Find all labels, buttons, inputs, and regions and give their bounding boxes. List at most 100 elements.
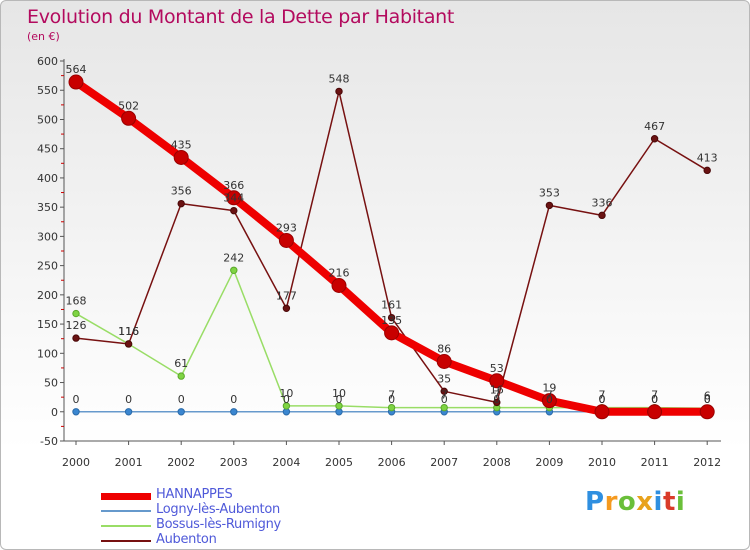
logo-letter: i <box>653 487 663 517</box>
x-tick-label: 2001 <box>115 456 143 469</box>
logo-letter: o <box>617 487 637 517</box>
x-tick-label: 2011 <box>641 456 669 469</box>
data-label-logny-l-s-aubenton: 0 <box>546 393 553 406</box>
point-aubenton <box>230 206 238 215</box>
x-tick-label: 2004 <box>272 456 300 469</box>
chart-unit: (en €) <box>27 30 60 43</box>
proxiti-logo: Proxiti <box>585 487 685 517</box>
logo-letter: x <box>636 487 654 517</box>
y-tick-label: 250 <box>37 260 58 273</box>
data-label-aubenton: 35 <box>437 372 451 385</box>
data-label-hannappes: 435 <box>171 138 192 151</box>
data-label-hannappes: 0 <box>704 393 711 406</box>
data-label-bossus-l-s-rumigny: 6 <box>704 389 711 402</box>
point-hannappes <box>226 190 242 206</box>
x-tick-label: 2002 <box>167 456 195 469</box>
y-tick-label: 500 <box>37 113 58 126</box>
data-label-bossus-l-s-rumigny: 7 <box>651 389 658 402</box>
legend-item-logny-l-s-aubenton: Logny-lès-Aubenton <box>101 502 341 518</box>
data-label-aubenton: 16 <box>490 383 504 396</box>
x-tick-label: 2005 <box>325 456 353 469</box>
data-label-bossus-l-s-rumigny: 242 <box>223 251 244 264</box>
point-aubenton <box>72 334 80 342</box>
x-tick-label: 2003 <box>220 456 248 469</box>
point-aubenton <box>440 387 448 396</box>
data-label-logny-l-s-aubenton: 0 <box>493 393 500 406</box>
y-tick-label: 550 <box>37 84 58 97</box>
legend-label: HANNAPPES <box>156 487 233 502</box>
data-label-aubenton: 336 <box>592 196 613 209</box>
point-hannappes <box>278 232 294 248</box>
data-label-hannappes: 0 <box>599 393 606 406</box>
data-label-aubenton: 467 <box>644 120 665 133</box>
data-label-hannappes: 0 <box>651 393 658 406</box>
point-bossus-l-s-rumigny <box>177 372 185 380</box>
point-logny-l-s-aubenton <box>72 408 80 416</box>
y-tick-label: 400 <box>37 172 58 185</box>
point-bossus-l-s-rumigny <box>282 402 291 410</box>
point-bossus-l-s-rumigny <box>440 403 448 412</box>
point-hannappes <box>68 74 84 90</box>
point-aubenton <box>493 398 501 407</box>
point-hannappes <box>489 373 505 389</box>
data-label-logny-l-s-aubenton: 0 <box>178 393 185 406</box>
data-label-hannappes: 293 <box>276 221 297 234</box>
data-label-logny-l-s-aubenton: 0 <box>599 393 606 406</box>
legend-swatch <box>101 510 151 512</box>
chart-title: Evolution du Montant de la Dette par Hab… <box>27 6 455 28</box>
x-tick-label: 2010 <box>588 456 616 469</box>
data-label-logny-l-s-aubenton: 0 <box>230 393 237 406</box>
y-tick-label: 300 <box>37 230 58 243</box>
point-aubenton <box>335 87 343 96</box>
data-label-bossus-l-s-rumigny: 10 <box>279 387 293 400</box>
point-hannappes <box>699 404 715 420</box>
y-tick-label: 50 <box>44 377 58 390</box>
point-aubenton <box>650 135 659 143</box>
x-tick-label: 2012 <box>693 456 721 469</box>
y-tick-label: 150 <box>37 318 58 331</box>
x-tick-label: 2006 <box>378 456 406 469</box>
legend-item-bossus-l-s-rumigny: Bossus-lès-Rumigny <box>101 517 341 533</box>
data-label-logny-l-s-aubenton: 0 <box>125 393 132 406</box>
data-label-aubenton: 126 <box>66 319 87 332</box>
data-label-hannappes: 86 <box>437 342 451 355</box>
data-label-bossus-l-s-rumigny: 116 <box>118 325 139 338</box>
data-label-logny-l-s-aubenton: 0 <box>73 393 80 406</box>
data-label-hannappes: 135 <box>381 314 402 327</box>
data-label-logny-l-s-aubenton: 0 <box>441 393 448 406</box>
y-tick-label: 100 <box>37 347 58 360</box>
point-hannappes <box>647 404 663 420</box>
x-tick-label: 2000 <box>62 456 90 469</box>
data-label-bossus-l-s-rumigny: 168 <box>66 295 87 308</box>
legend-swatch <box>101 492 151 500</box>
legend-label: Bossus-lès-Rumigny <box>156 517 281 532</box>
point-hannappes <box>384 325 400 341</box>
point-hannappes <box>594 404 610 420</box>
y-tick-label: 0 <box>51 406 58 419</box>
data-label-hannappes: 502 <box>118 99 139 112</box>
data-label-bossus-l-s-rumigny: 7 <box>441 389 448 402</box>
logo-letter: i <box>675 487 686 517</box>
data-label-logny-l-s-aubenton: 0 <box>651 393 658 406</box>
data-label-hannappes: 19 <box>542 382 556 395</box>
point-aubenton <box>177 199 185 208</box>
data-label-hannappes: 366 <box>223 179 244 192</box>
logo-letter: P <box>585 487 605 517</box>
data-label-bossus-l-s-rumigny: 61 <box>174 357 188 370</box>
legend-item-hannappes: HANNAPPES <box>101 487 341 503</box>
data-label-aubenton: 548 <box>329 72 350 85</box>
legend: HANNAPPES Logny-lès-Aubenton Bossus-lès-Ru… <box>101 487 341 548</box>
data-label-hannappes: 564 <box>66 63 87 76</box>
legend-swatch <box>101 525 151 527</box>
point-bossus-l-s-rumigny <box>230 266 238 274</box>
legend-label: Logny-lès-Aubenton <box>156 502 280 517</box>
data-label-logny-l-s-aubenton: 0 <box>336 393 343 406</box>
data-label-bossus-l-s-rumigny: 7 <box>493 389 500 402</box>
legend-label: Aubenton <box>156 532 217 547</box>
point-logny-l-s-aubenton <box>230 408 238 416</box>
data-label-aubenton: 353 <box>539 186 560 199</box>
data-label-hannappes: 216 <box>329 266 350 279</box>
data-label-aubenton: 413 <box>697 151 718 164</box>
